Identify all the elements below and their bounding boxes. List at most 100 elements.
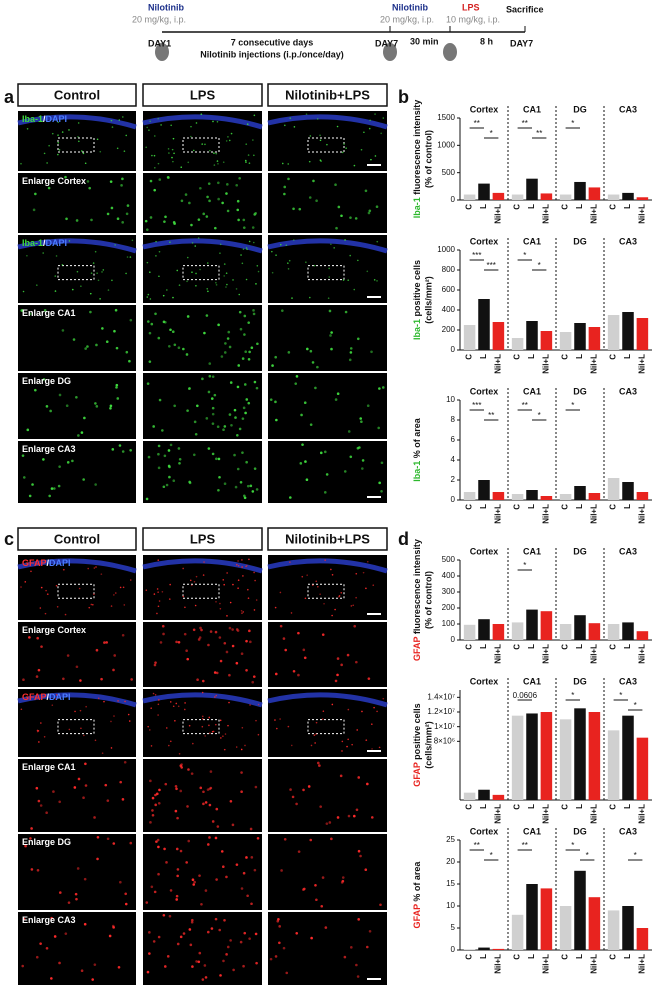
cell bbox=[83, 734, 85, 737]
bar bbox=[540, 712, 553, 800]
bar bbox=[636, 631, 649, 640]
tissue-outline bbox=[267, 558, 388, 574]
cell bbox=[216, 425, 220, 428]
cell bbox=[244, 744, 246, 747]
cell bbox=[201, 143, 204, 145]
cell bbox=[223, 641, 227, 645]
cell bbox=[246, 123, 249, 125]
cell bbox=[305, 113, 308, 116]
cell bbox=[113, 715, 115, 717]
cell bbox=[99, 150, 102, 153]
cell bbox=[157, 714, 159, 716]
cell bbox=[194, 604, 197, 607]
cell bbox=[275, 418, 278, 422]
cell bbox=[45, 589, 47, 592]
cell bbox=[242, 248, 245, 250]
cell bbox=[236, 199, 240, 203]
cell bbox=[179, 789, 183, 793]
cell bbox=[24, 844, 27, 848]
cell bbox=[156, 838, 160, 842]
cell bbox=[163, 220, 166, 223]
cell bbox=[186, 805, 189, 808]
cell bbox=[366, 404, 370, 408]
row-label-part: Enlarge DG bbox=[22, 376, 71, 386]
cell bbox=[232, 583, 234, 586]
cell bbox=[88, 606, 91, 609]
cell bbox=[74, 710, 76, 713]
cell bbox=[159, 641, 163, 644]
cell bbox=[201, 679, 205, 683]
category-label: C bbox=[561, 504, 570, 510]
cell bbox=[106, 799, 110, 802]
cell bbox=[292, 207, 295, 211]
cell bbox=[228, 413, 232, 416]
cell bbox=[167, 449, 171, 452]
cell bbox=[124, 700, 126, 703]
cell bbox=[357, 918, 360, 921]
cell bbox=[213, 152, 215, 154]
y-axis-label: Iba-1 fluorescence intensity bbox=[412, 100, 422, 219]
cell bbox=[57, 134, 59, 136]
cell bbox=[163, 847, 166, 851]
y-tick-label: 0 bbox=[451, 945, 456, 954]
cell bbox=[157, 444, 161, 448]
cell bbox=[247, 588, 249, 591]
cell bbox=[225, 140, 228, 142]
cell bbox=[172, 705, 175, 708]
cell bbox=[215, 723, 217, 726]
cell bbox=[218, 475, 221, 479]
cell bbox=[77, 122, 80, 124]
cell bbox=[83, 877, 87, 881]
cell bbox=[204, 889, 208, 892]
cell bbox=[198, 636, 202, 639]
bar bbox=[588, 327, 601, 350]
category-label: L bbox=[575, 954, 584, 959]
bar bbox=[559, 624, 572, 640]
cell bbox=[219, 659, 223, 663]
cell bbox=[297, 850, 301, 853]
cell bbox=[238, 176, 241, 180]
cell bbox=[208, 724, 210, 727]
cell bbox=[123, 150, 126, 152]
cell bbox=[37, 799, 41, 803]
cell bbox=[172, 296, 174, 299]
cell bbox=[31, 483, 34, 486]
day-label: DAY7 bbox=[375, 38, 398, 48]
bar bbox=[511, 194, 524, 200]
cell bbox=[149, 779, 152, 783]
cell bbox=[245, 278, 248, 281]
category-label: C bbox=[465, 804, 474, 810]
cell bbox=[311, 584, 314, 587]
cell bbox=[145, 589, 148, 592]
significance-label: ** bbox=[474, 841, 480, 850]
bar bbox=[636, 492, 649, 500]
bar bbox=[622, 906, 634, 950]
cell bbox=[151, 796, 155, 800]
cell bbox=[79, 709, 82, 712]
bar bbox=[463, 492, 476, 500]
tissue-outline bbox=[142, 692, 263, 708]
cell bbox=[242, 218, 246, 222]
cell bbox=[316, 118, 319, 120]
cell bbox=[201, 691, 204, 694]
cell bbox=[252, 675, 256, 678]
y-tick-label: 8 bbox=[451, 415, 456, 424]
cell bbox=[191, 271, 193, 273]
category-label: C bbox=[609, 204, 618, 210]
cell bbox=[245, 565, 247, 568]
cell bbox=[56, 605, 59, 608]
cell bbox=[51, 132, 54, 135]
significance-label: ** bbox=[522, 401, 528, 410]
cell bbox=[217, 181, 220, 185]
cell bbox=[245, 668, 248, 672]
category-label: Nil+L bbox=[494, 204, 503, 224]
cell bbox=[146, 382, 150, 385]
category-label: Nil+L bbox=[590, 954, 599, 974]
cell bbox=[111, 126, 114, 128]
cell bbox=[321, 718, 324, 720]
cell bbox=[180, 166, 183, 169]
cell bbox=[86, 180, 90, 183]
cell bbox=[380, 461, 384, 465]
tissue-outline bbox=[142, 114, 263, 130]
cell bbox=[223, 918, 226, 922]
